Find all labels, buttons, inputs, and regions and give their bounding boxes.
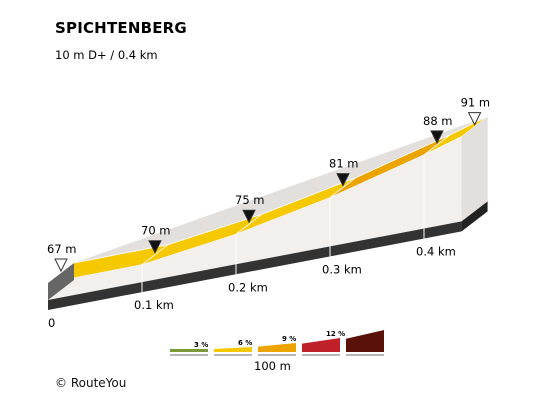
profile-base-slab-end <box>461 201 488 232</box>
elevation-marker-icon <box>336 173 350 187</box>
elevation-label: 75 m <box>235 193 265 207</box>
gradient-legend: 3 % 6 % 9 % 12 % 100 m <box>170 330 384 373</box>
chart-subtitle: 10 m D+ / 0.4 km <box>55 48 158 62</box>
legend-label: 12 % <box>326 330 345 338</box>
profile-3d <box>47 116 488 310</box>
elevation-marker-icon <box>148 240 162 254</box>
x-tick-label: 0.2 km <box>228 280 268 294</box>
profile-base-slab <box>48 221 462 310</box>
profile-back-face <box>74 116 488 280</box>
elevation-markers: 67 m 70 m 75 m 81 m 88 m 91 m <box>47 96 491 273</box>
profile-start-cap <box>48 263 74 300</box>
chart-title: SPICHTENBERG <box>55 19 187 37</box>
distance-axis: 0 0.1 km 0.2 km 0.3 km 0.4 km <box>48 154 456 330</box>
legend-label: 3 % <box>194 341 208 349</box>
x-tick-label: 0.1 km <box>134 298 174 312</box>
elevation-label: 67 m <box>47 242 77 256</box>
elevation-marker-icon <box>430 130 444 145</box>
elevation-marker-icon <box>54 258 68 273</box>
legend-swatch <box>302 338 340 352</box>
elevation-label: 70 m <box>141 224 171 238</box>
legend-scale-label: 100 m <box>254 359 291 373</box>
profile-front-face <box>48 136 462 300</box>
legend-swatch <box>346 330 384 352</box>
legend-swatch <box>170 349 208 352</box>
copyright-text: RouteYou <box>70 376 127 390</box>
elevation-label: 91 m <box>461 96 491 110</box>
x-tick-label: 0.3 km <box>322 262 362 276</box>
elevation-marker-icon <box>467 112 482 126</box>
legend-swatch <box>258 343 296 352</box>
copyright-icon: © <box>55 376 67 390</box>
legend-label: 6 % <box>238 339 252 347</box>
copyright-notice: © RouteYou <box>55 376 126 390</box>
elevation-marker-icon <box>242 209 256 224</box>
x-tick-label: 0 <box>48 316 55 330</box>
legend-label: 9 % <box>282 335 296 343</box>
elevation-label: 81 m <box>329 157 359 171</box>
elevation-label: 88 m <box>423 114 453 128</box>
profile-end-cap <box>461 116 488 222</box>
x-tick-label: 0.4 km <box>416 245 456 259</box>
legend-swatch <box>214 347 252 352</box>
